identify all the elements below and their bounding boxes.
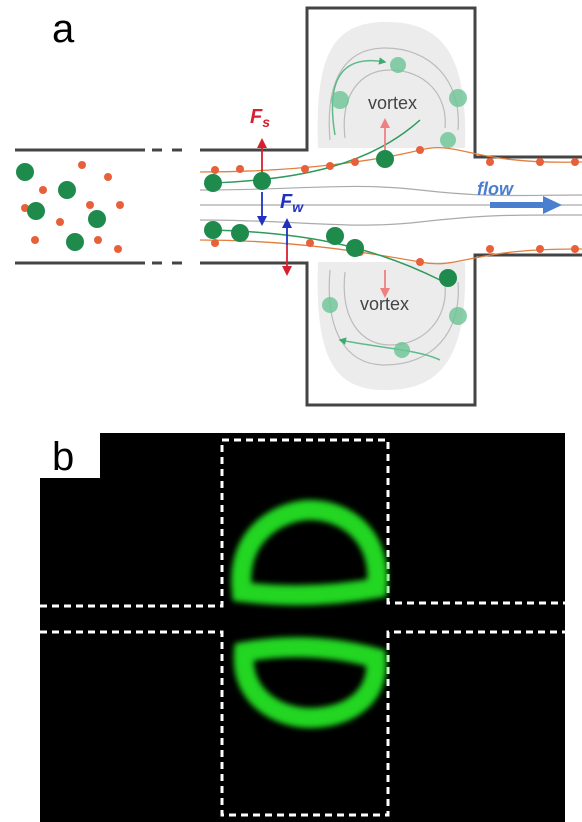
force-label: Fs xyxy=(250,106,270,130)
force-subscript: w xyxy=(292,199,304,215)
force-symbol: F xyxy=(280,191,293,213)
panel-label: b xyxy=(52,435,74,479)
panel-label: a xyxy=(52,7,75,51)
figure: a Fs Fw vortex vortex flow b xyxy=(0,0,582,822)
flow-label: flow xyxy=(477,179,514,199)
micrograph xyxy=(40,433,565,822)
force-subscript: s xyxy=(262,114,270,130)
vortex-region xyxy=(318,22,466,148)
vortex-label: vortex xyxy=(368,93,417,113)
particle-path xyxy=(200,240,582,264)
force-label: Fw xyxy=(280,191,304,215)
panel-b: b xyxy=(40,433,565,822)
panel-a: a Fs Fw vortex vortex flow xyxy=(15,7,582,405)
vortex-label: vortex xyxy=(360,294,409,314)
force-symbol: F xyxy=(250,106,263,128)
flow-arrowhead xyxy=(543,196,562,214)
